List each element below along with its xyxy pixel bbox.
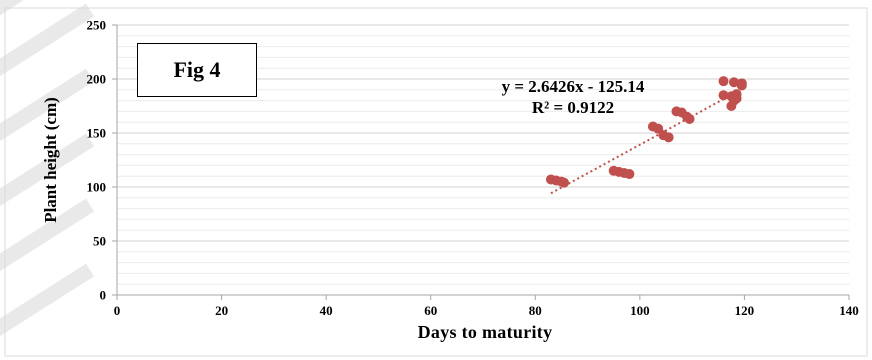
- data-point: [728, 77, 739, 88]
- data-point: [718, 90, 729, 101]
- y-tick-label: 150: [87, 126, 107, 141]
- x-tick-label: 0: [114, 303, 121, 318]
- figure-label: Fig 4: [173, 57, 221, 82]
- x-tick-label: 100: [630, 303, 650, 318]
- x-tick-label: 120: [735, 303, 755, 318]
- x-tick-label: 40: [320, 303, 333, 318]
- x-tick-label: 80: [529, 303, 542, 318]
- y-axis-ticks: 0 50 100 150 200 250: [87, 18, 117, 303]
- figure-label-box: Fig 4: [137, 43, 257, 97]
- y-tick-label: 200: [87, 72, 107, 87]
- data-point: [624, 169, 635, 180]
- trendline-equation-box: y = 2.6426x - 125.14 R² = 0.9122: [470, 76, 676, 118]
- x-tick-label: 60: [424, 303, 437, 318]
- trendline-r-squared: R² = 0.9122: [531, 98, 615, 117]
- data-point: [718, 76, 729, 87]
- trendline-equation: y = 2.6426x - 125.14: [501, 77, 645, 96]
- y-tick-label: 50: [93, 234, 106, 249]
- data-point: [736, 80, 747, 91]
- data-point: [559, 177, 570, 188]
- axes: [116, 25, 849, 296]
- y-tick-label: 0: [100, 288, 107, 303]
- data-point: [684, 113, 695, 124]
- x-axis-label: Days to maturity: [417, 322, 553, 342]
- data-points: [545, 76, 747, 188]
- x-tick-label: 140: [839, 303, 859, 318]
- x-axis-ticks: 0 20 40 60 80 100 120 140: [114, 295, 859, 318]
- chart-frame: [4, 7, 868, 357]
- x-tick-label: 20: [215, 303, 228, 318]
- y-tick-label: 250: [87, 18, 107, 33]
- data-point: [731, 93, 742, 104]
- y-tick-label: 100: [87, 180, 107, 195]
- y-axis-label: Plant height (cm): [41, 97, 60, 223]
- data-point: [663, 132, 674, 143]
